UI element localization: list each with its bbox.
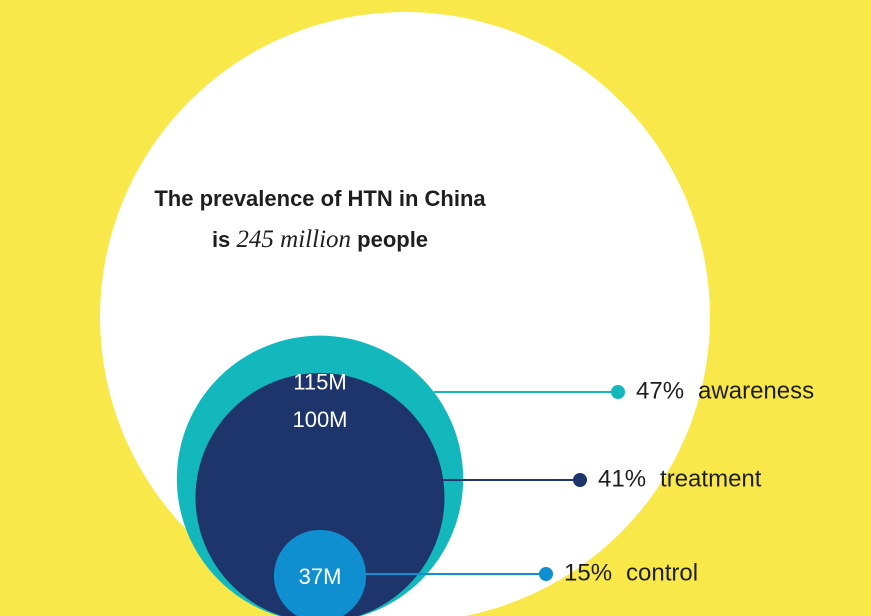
total-label: 245 million bbox=[236, 226, 351, 253]
title-suffix: people bbox=[357, 227, 428, 252]
circle bbox=[195, 373, 445, 616]
category-label: awareness bbox=[698, 377, 814, 404]
category-label: treatment bbox=[660, 465, 762, 492]
title-prefix: is bbox=[212, 227, 230, 252]
value-label: 37M bbox=[299, 564, 342, 589]
chart-title: The prevalence of HTN in China bbox=[154, 186, 486, 211]
leader-dot bbox=[573, 473, 587, 487]
value-label: 115M bbox=[293, 369, 346, 394]
leader-dot bbox=[611, 385, 625, 399]
value-label: 100M bbox=[292, 407, 347, 432]
circles bbox=[100, 12, 710, 616]
share-label: 41% bbox=[598, 465, 646, 492]
category-label: control bbox=[626, 559, 698, 586]
share-label: 47% bbox=[636, 377, 684, 404]
circle bbox=[273, 529, 367, 616]
chart-subtitle: is 245 million people bbox=[212, 226, 428, 253]
leader-dot bbox=[539, 567, 553, 581]
share-label: 15% bbox=[564, 559, 612, 586]
